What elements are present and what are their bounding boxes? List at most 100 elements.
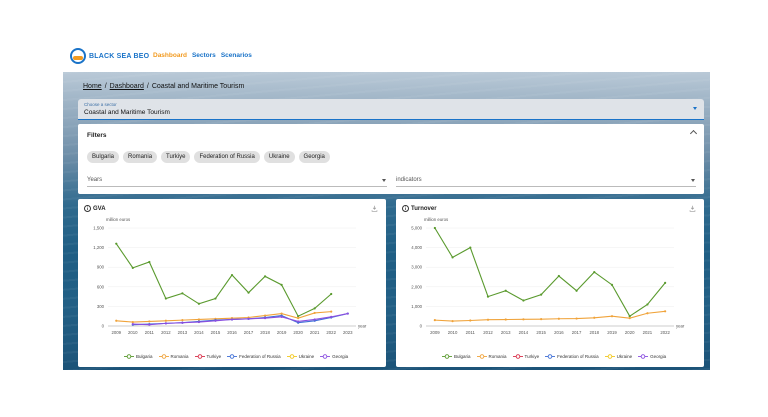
legend-swatch-icon	[194, 354, 205, 359]
data-point-georgia	[313, 318, 316, 321]
data-point-romania	[486, 318, 490, 321]
data-point-bulgaria	[451, 256, 454, 259]
data-point-bulgaria	[297, 315, 300, 318]
x-tick-label: 2023	[343, 330, 353, 335]
legend-item-georgia[interactable]: Georgia	[320, 354, 348, 359]
indicators-dropdown[interactable]: indicators	[396, 174, 696, 187]
y-tick-label: 5,000	[411, 226, 422, 231]
data-point-georgia	[263, 317, 267, 320]
x-axis-unit-label: year	[358, 324, 367, 329]
info-icon[interactable]: i	[84, 205, 91, 212]
data-point-bulgaria	[247, 291, 250, 294]
chip-federation-of-russia[interactable]: Federation of Russia	[194, 151, 260, 163]
y-tick-label: 2,000	[411, 284, 422, 289]
data-point-georgia	[197, 320, 201, 324]
data-point-bulgaria	[664, 281, 667, 284]
legend-swatch-marker	[479, 354, 484, 359]
chip-georgia[interactable]: Georgia	[298, 151, 330, 163]
brand[interactable]: BLACK SEA BEO	[70, 48, 149, 64]
breadcrumb-home[interactable]: Home	[83, 83, 102, 90]
nav-dashboard[interactable]: Dashboard	[153, 52, 187, 59]
info-icon[interactable]: i	[402, 205, 409, 212]
data-point-bulgaria	[131, 266, 134, 269]
nav-sectors[interactable]: Sectors	[191, 52, 216, 59]
logo-icon	[70, 48, 86, 64]
data-point-romania	[646, 312, 649, 315]
data-point-georgia	[280, 315, 283, 318]
legend-swatch-marker	[515, 354, 520, 359]
data-point-georgia	[330, 315, 333, 318]
data-point-bulgaria	[280, 283, 283, 286]
indicators-dropdown-placeholder: indicators	[396, 177, 422, 183]
legend-swatch-icon	[320, 354, 331, 359]
legend-item-turkiye[interactable]: Turkiye	[512, 354, 539, 359]
x-tick-label: 2019	[277, 330, 287, 335]
y-tick-label: 3,000	[411, 265, 422, 270]
legend-swatch-icon	[158, 354, 169, 359]
legend-item-ukraine[interactable]: Ukraine	[286, 354, 314, 359]
series-line-bulgaria	[115, 243, 332, 317]
legend-swatch-marker	[547, 354, 553, 359]
sector-select[interactable]: Choose a sector Coastal and Maritime Tou…	[78, 99, 704, 120]
data-point-romania	[575, 317, 578, 320]
legend-swatch-icon	[124, 354, 134, 359]
data-point-bulgaria	[593, 271, 596, 274]
chevron-up-icon[interactable]	[689, 129, 698, 138]
turnover-legend: Bulgaria Romania Turkiye Federation of Russ…	[442, 354, 666, 359]
chip-turkiye[interactable]: Turkiye	[161, 151, 191, 163]
sector-select-label: Choose a sector	[84, 102, 117, 107]
x-tick-label: 2017	[244, 330, 254, 335]
data-point-romania	[433, 319, 436, 322]
brand-name: BLACK SEA BEO	[89, 52, 150, 60]
legend-item-turkiye[interactable]: Turkiye	[194, 354, 221, 359]
x-tick-label: 2016	[554, 330, 564, 335]
x-tick-label: 2012	[483, 330, 493, 335]
legend-item-georgia[interactable]: Georgia	[638, 354, 666, 359]
y-axis-unit-label: million euros	[424, 217, 448, 222]
x-tick-label: 2013	[501, 330, 511, 335]
legend-swatch-icon	[604, 354, 615, 359]
x-tick-label: 2022	[326, 330, 336, 335]
data-point-romania	[330, 310, 333, 313]
x-tick-label: 2020	[625, 330, 635, 335]
x-tick-label: 2018	[590, 330, 600, 335]
legend-item-bulgaria[interactable]: Bulgaria	[442, 354, 471, 359]
legend-label: Romania	[488, 354, 507, 359]
legend-item-ukraine[interactable]: Ukraine	[604, 354, 632, 359]
x-tick-label: 2021	[643, 330, 653, 335]
legend-item-romania[interactable]: Romania	[476, 354, 507, 359]
x-tick-label: 2011	[145, 330, 155, 335]
breadcrumb-dashboard[interactable]: Dashboard	[109, 83, 144, 90]
years-dropdown[interactable]: Years	[87, 174, 387, 187]
legend-label: Georgia	[650, 354, 667, 359]
series-line-romania	[434, 310, 666, 322]
legend-swatch-marker	[607, 354, 612, 359]
chip-bulgaria[interactable]: Bulgaria	[87, 151, 120, 163]
y-tick-label: 0	[102, 324, 105, 329]
legend-item-bulgaria[interactable]: Bulgaria	[124, 354, 153, 359]
nav-scenarios[interactable]: Scenarios	[220, 52, 252, 59]
legend-swatch-marker	[197, 354, 202, 359]
data-point-bulgaria	[330, 292, 333, 296]
legend-item-federation-of-russia[interactable]: Federation of Russia	[227, 354, 281, 359]
x-tick-label: 2019	[607, 330, 617, 335]
data-point-romania	[610, 315, 614, 318]
legend-item-federation-of-russia[interactable]: Federation of Russia	[545, 354, 599, 359]
series-line-romania	[116, 311, 332, 323]
data-point-romania	[628, 317, 631, 320]
download-icon[interactable]	[689, 205, 696, 212]
chip-romania[interactable]: Romania	[123, 151, 158, 163]
legend-item-romania[interactable]: Romania	[158, 354, 189, 359]
x-tick-label: 2012	[161, 330, 171, 335]
data-point-romania	[148, 320, 151, 323]
legend-swatch-icon	[545, 354, 556, 359]
chip-ukraine[interactable]: Ukraine	[263, 151, 295, 163]
data-point-romania	[540, 318, 543, 321]
legend-swatch-marker	[229, 354, 235, 359]
data-point-bulgaria	[486, 295, 490, 298]
download-icon[interactable]	[371, 205, 378, 212]
data-point-romania	[280, 312, 283, 315]
x-tick-label: 2015	[211, 330, 221, 335]
data-point-georgia	[181, 321, 184, 324]
x-tick-label: 2020	[293, 330, 303, 335]
